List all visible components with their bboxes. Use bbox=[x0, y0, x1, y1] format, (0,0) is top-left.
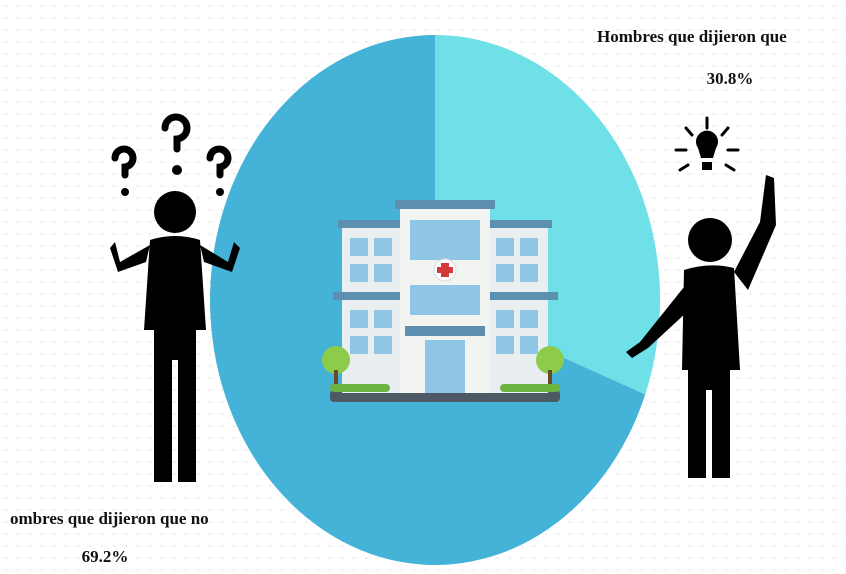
labels: Hombres que dijieron que 30.8% ombres que … bbox=[10, 27, 787, 566]
slice-label: Hombres que dijieron que bbox=[597, 27, 787, 46]
hospital-icon bbox=[322, 200, 564, 402]
slice-label: ombres que dijieron que no bbox=[10, 509, 209, 528]
idea-man bbox=[626, 116, 776, 478]
confused-man bbox=[110, 113, 240, 482]
slice-value-label: 69.2% bbox=[82, 547, 129, 566]
slice-value-label: 30.8% bbox=[707, 69, 754, 88]
